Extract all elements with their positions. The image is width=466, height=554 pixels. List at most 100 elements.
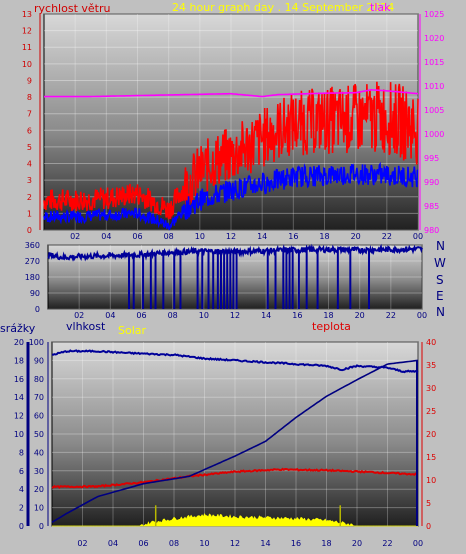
- compass-north-top: N: [436, 239, 445, 253]
- rain-tick-label: 8: [19, 448, 24, 457]
- time-tick-label: 12: [230, 539, 240, 548]
- time-tick-label: 16: [288, 232, 298, 241]
- temperature-tick-label: 0: [426, 522, 431, 531]
- temperature-line: [51, 467, 419, 489]
- pressure-tick-label: 980: [424, 226, 439, 235]
- graph-title: 24 hour graph day . 14 September 2024: [172, 1, 394, 14]
- wind-pressure-grid: [44, 13, 419, 231]
- rain-tick-label: 10: [14, 430, 24, 439]
- time-tick-label: 18: [323, 311, 333, 320]
- time-tick-label: 20: [352, 539, 362, 548]
- time-tick-label: 22: [382, 539, 392, 548]
- pressure-tick-label: 1000: [424, 130, 444, 139]
- rain-tick-label: 20: [14, 338, 24, 347]
- time-tick-label: 10: [199, 311, 209, 320]
- time-tick-label: 10: [199, 539, 209, 548]
- wind-tick-label: 6: [27, 126, 32, 135]
- humidity-tick-label: 30: [34, 467, 44, 476]
- temperature-tick-label: 20: [426, 430, 436, 439]
- pressure-tick-label: 995: [424, 154, 439, 163]
- pressure-tick-label: 1025: [424, 10, 444, 19]
- wind-direction-series: [47, 243, 423, 309]
- humidity-line: [51, 349, 419, 374]
- compass-north-bottom: N: [436, 305, 445, 319]
- humidity-tick-label: 60: [34, 412, 44, 421]
- humidity-temperature-plot: [51, 341, 419, 527]
- humidity-tick-label: 70: [34, 393, 44, 402]
- wind-tick-label: 11: [22, 43, 32, 52]
- pressure-tick-label: 1020: [424, 34, 444, 43]
- time-tick-label: 10: [195, 232, 205, 241]
- time-tick-label: 14: [261, 311, 271, 320]
- pressure-tick-label: 1005: [424, 106, 444, 115]
- time-tick-label: 04: [108, 539, 118, 548]
- compass-east: E: [436, 289, 444, 303]
- humidity-tick-label: 100: [29, 338, 44, 347]
- bottom-time-axis: 02 04 06 08 10 12 14 16 18 20 22 00: [77, 539, 423, 548]
- temperature-tick-label: 30: [426, 384, 436, 393]
- humidity-tick-label: 90: [34, 356, 44, 365]
- wind-tick-label: 1: [27, 209, 32, 218]
- wind-tick-label: 2: [27, 193, 32, 202]
- time-tick-label: 06: [132, 232, 142, 241]
- rain-tick-label: 12: [14, 412, 24, 421]
- compass-west: W: [434, 256, 446, 270]
- solar-area: [52, 512, 418, 527]
- wind-tick-label: 4: [27, 160, 32, 169]
- rain-tick-label: 18: [14, 356, 24, 365]
- time-tick-label: 08: [168, 311, 178, 320]
- pressure-line: [44, 88, 419, 98]
- direction-tick-label: 360: [25, 241, 40, 250]
- time-tick-label: 08: [169, 539, 179, 548]
- middle-time-axis: 02 04 06 08 10 12 14 16 18 20 22 00: [74, 311, 427, 320]
- rain-axis-ticks: 0 2 4 6 8 10 12 14 16 18 20: [14, 338, 30, 531]
- rain-tick-label: 14: [14, 393, 24, 402]
- humidity-tick-label: 0: [39, 522, 44, 531]
- wind-average-line: [43, 161, 419, 231]
- time-tick-label: 20: [351, 232, 361, 241]
- wind-tick-label: 9: [27, 76, 32, 85]
- time-tick-label: 12: [230, 311, 240, 320]
- pressure-axis-ticks: 980 985 990 995 1000 1005 1010 1015 1020 1025: [419, 10, 444, 235]
- time-tick-label: 16: [291, 539, 301, 548]
- pressure-tick-label: 1010: [424, 82, 444, 91]
- time-tick-label: 02: [70, 232, 80, 241]
- direction-axis-ticks: 0 90 180 270 360: [25, 241, 40, 314]
- humidity-tick-label: 50: [34, 430, 44, 439]
- wind-tick-label: 3: [27, 176, 32, 185]
- wind-tick-label: 0: [27, 226, 32, 235]
- time-tick-label: 00: [413, 539, 423, 548]
- wind-tick-label: 10: [22, 60, 32, 69]
- temperature-tick-label: 40: [426, 338, 436, 347]
- time-tick-label: 18: [321, 539, 331, 548]
- time-tick-label: 14: [257, 232, 267, 241]
- time-tick-label: 02: [77, 539, 87, 548]
- wind-speed-label: rychlost větru: [34, 2, 110, 15]
- temperature-tick-label: 15: [426, 453, 436, 462]
- humidity-tick-label: 10: [34, 504, 44, 513]
- humidity-tick-label: 20: [34, 485, 44, 494]
- pressure-tick-label: 985: [424, 202, 439, 211]
- time-tick-label: 12: [226, 232, 236, 241]
- pressure-tick-label: 1015: [424, 58, 444, 67]
- direction-line: [47, 243, 423, 262]
- time-tick-label: 04: [101, 232, 111, 241]
- time-tick-label: 04: [105, 311, 115, 320]
- time-tick-label: 08: [164, 232, 174, 241]
- humidity-tick-label: 40: [34, 448, 44, 457]
- temperature-axis-ticks: 0 5 10 15 20 25 30 35 40: [421, 338, 436, 531]
- pressure-tick-label: 990: [424, 178, 439, 187]
- time-tick-label: 22: [386, 311, 396, 320]
- solar-label: Solar: [118, 324, 147, 337]
- rain-tick-label: 6: [19, 467, 24, 476]
- time-tick-label: 02: [74, 311, 84, 320]
- time-tick-label: 20: [355, 311, 365, 320]
- temperature-tick-label: 5: [426, 499, 431, 508]
- time-tick-label: 06: [136, 311, 146, 320]
- top-time-axis: 02 04 06 08 10 12 14 16 18 20 22 00: [70, 232, 423, 241]
- time-tick-label: 16: [292, 311, 302, 320]
- wind-tick-label: 12: [22, 27, 32, 36]
- temperature-tick-label: 25: [426, 407, 436, 416]
